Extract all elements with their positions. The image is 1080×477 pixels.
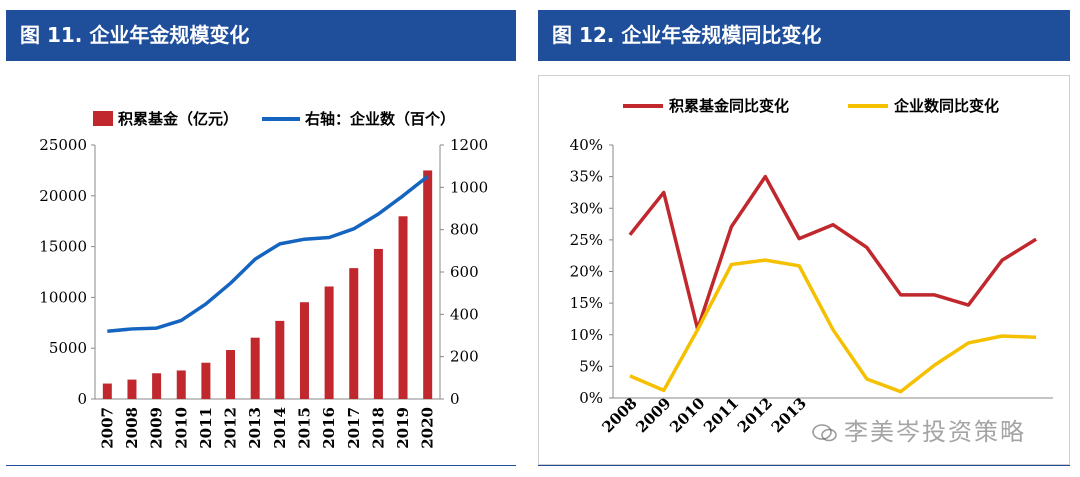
left-chart-panel: 图 11. 企业年金规模变化 0 5000 10000 15000 20000 25000… bbox=[0, 0, 520, 477]
x-tick-label: 2014 bbox=[271, 407, 289, 449]
y-tick-label: 20% bbox=[570, 263, 603, 281]
right-y-tick-label: 600 bbox=[450, 263, 479, 281]
x-tick-label: 2009 bbox=[632, 394, 674, 436]
line-enterprise-count bbox=[107, 174, 429, 334]
left-y-tick-label: 25000 bbox=[39, 136, 87, 154]
legend-label-fund-yoy: 积累基金同比变化 bbox=[669, 97, 789, 115]
legend-label-enterprise-count: 右轴：企业数（百个） bbox=[305, 110, 455, 128]
right-y-tick-label: 0 bbox=[450, 390, 460, 408]
y-tick-label: 0% bbox=[579, 389, 603, 407]
x-tick-label: 2008 bbox=[599, 394, 641, 436]
x-tick-label: 2020 bbox=[419, 407, 437, 449]
left-y-tick-label: 0 bbox=[77, 390, 87, 408]
y-tick-label: 5% bbox=[579, 357, 603, 375]
legend-label-enterprise-yoy: 企业数同比变化 bbox=[893, 97, 999, 115]
right-chart-title: 图 12. 企业年金规模同比变化 bbox=[538, 10, 1070, 61]
enterprise-annuity-scale-chart: 0 5000 10000 15000 20000 25000 0 200 400 600 800 10… bbox=[39, 110, 488, 449]
left-chart-title: 图 11. 企业年金规模变化 bbox=[6, 10, 516, 61]
wechat-icon bbox=[812, 424, 837, 442]
y-tick-label: 30% bbox=[570, 199, 603, 217]
x-tick-label: 2012 bbox=[734, 394, 776, 436]
right-panel-bottom-rule bbox=[538, 465, 1070, 466]
bar-accumulated-fund bbox=[102, 383, 112, 399]
x-tick-label: 2019 bbox=[394, 407, 412, 449]
left-y-tick-label: 10000 bbox=[39, 288, 87, 306]
left-panel-bottom-rule bbox=[6, 465, 516, 466]
bar-accumulated-fund bbox=[226, 350, 236, 399]
right-chart-panel: 图 12. 企业年金规模同比变化 0% 5% 10% 15% 20% 25% 30% 35% 4… bbox=[538, 0, 1080, 477]
bar-accumulated-fund bbox=[250, 337, 260, 399]
x-tick-label: 2011 bbox=[197, 407, 215, 449]
x-tick-label: 2018 bbox=[369, 407, 387, 449]
x-tick-label: 2017 bbox=[345, 407, 363, 449]
line-fund-yoy bbox=[628, 174, 1037, 331]
bar-accumulated-fund bbox=[398, 216, 408, 399]
right-y-tick-label: 1200 bbox=[450, 136, 488, 154]
x-tick-label: 2016 bbox=[320, 407, 338, 449]
legend-label-accumulated-fund: 积累基金（亿元） bbox=[118, 110, 238, 128]
y-tick-label: 35% bbox=[570, 168, 603, 186]
watermark: 李美岑投资策略 bbox=[812, 412, 1026, 447]
bar-accumulated-fund bbox=[152, 373, 162, 399]
x-tick-label: 2010 bbox=[172, 407, 190, 449]
right-y-tick-label: 200 bbox=[450, 348, 479, 366]
right-y-tick-label: 1000 bbox=[450, 178, 488, 196]
left-y-tick-label: 5000 bbox=[49, 339, 87, 357]
x-tick-label: 2013 bbox=[768, 394, 810, 436]
x-tick-label: 2009 bbox=[148, 407, 166, 449]
bar-accumulated-fund bbox=[299, 302, 309, 399]
legend-swatch-accumulated-fund bbox=[93, 111, 113, 126]
x-tick-label: 2015 bbox=[295, 407, 313, 449]
bar-accumulated-fund bbox=[373, 248, 383, 399]
x-tick-label: 2012 bbox=[222, 407, 240, 449]
right-y-tick-label: 800 bbox=[450, 221, 479, 239]
y-tick-label: 10% bbox=[570, 326, 603, 344]
x-tick-label: 2007 bbox=[98, 407, 116, 449]
bar-accumulated-fund bbox=[127, 379, 137, 399]
left-y-tick-label: 15000 bbox=[39, 238, 87, 256]
bar-accumulated-fund bbox=[275, 320, 285, 399]
enterprise-annuity-yoy-chart: 0%5%10%15%20%25%30%35%40%200820092010201… bbox=[570, 97, 1053, 436]
x-tick-label: 2010 bbox=[666, 394, 708, 436]
bar-accumulated-fund bbox=[349, 268, 359, 399]
right-chart-frame bbox=[538, 75, 1070, 465]
bar-accumulated-fund bbox=[423, 170, 433, 399]
right-y-tick-label: 400 bbox=[450, 305, 479, 323]
y-tick-label: 15% bbox=[570, 294, 603, 312]
bar-accumulated-fund bbox=[201, 362, 211, 399]
y-tick-label: 25% bbox=[570, 231, 603, 249]
line-enterprise-yoy bbox=[629, 258, 1037, 394]
watermark-text: 李美岑投资策略 bbox=[844, 418, 1026, 446]
bar-accumulated-fund bbox=[324, 286, 334, 399]
y-tick-label: 40% bbox=[570, 136, 603, 154]
bar-accumulated-fund bbox=[176, 370, 186, 399]
left-y-tick-label: 20000 bbox=[39, 187, 87, 205]
x-tick-label: 2008 bbox=[123, 407, 141, 449]
x-tick-label: 2013 bbox=[246, 407, 264, 449]
x-tick-label: 2011 bbox=[700, 394, 742, 436]
